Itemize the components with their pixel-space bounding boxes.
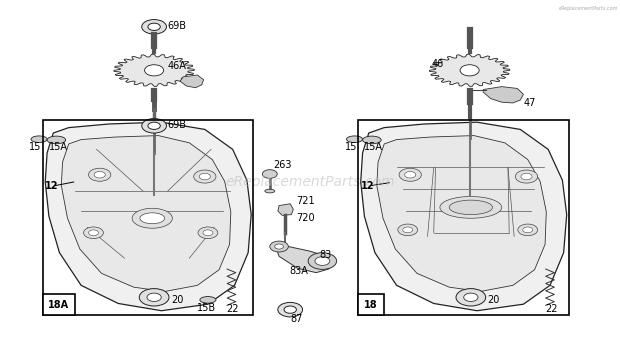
Circle shape xyxy=(94,171,105,178)
Text: 46A: 46A xyxy=(168,61,187,71)
Ellipse shape xyxy=(347,136,363,143)
Ellipse shape xyxy=(363,136,381,144)
Text: 20: 20 xyxy=(487,295,500,305)
Text: 12: 12 xyxy=(45,181,58,191)
Circle shape xyxy=(262,170,277,178)
Text: 721: 721 xyxy=(296,196,315,206)
Circle shape xyxy=(521,173,532,180)
Circle shape xyxy=(308,253,337,269)
Text: 87: 87 xyxy=(290,314,303,324)
Text: 69B: 69B xyxy=(168,120,187,130)
Text: 12: 12 xyxy=(361,181,374,191)
Text: 83: 83 xyxy=(319,250,332,260)
Polygon shape xyxy=(361,122,567,311)
Text: 720: 720 xyxy=(296,213,315,223)
Ellipse shape xyxy=(140,213,165,224)
Circle shape xyxy=(515,170,538,183)
Circle shape xyxy=(275,244,283,249)
Circle shape xyxy=(89,230,99,236)
Text: 18A: 18A xyxy=(48,300,69,309)
Circle shape xyxy=(148,122,161,130)
Bar xyxy=(358,120,569,315)
Polygon shape xyxy=(275,244,335,273)
Circle shape xyxy=(147,293,161,301)
Circle shape xyxy=(193,170,216,183)
Text: 47: 47 xyxy=(523,98,536,108)
Text: 18: 18 xyxy=(365,300,378,309)
Circle shape xyxy=(140,289,169,306)
Text: 46: 46 xyxy=(432,59,444,69)
Text: eReplacementParts.com: eReplacementParts.com xyxy=(559,6,618,11)
Polygon shape xyxy=(45,122,251,311)
Circle shape xyxy=(405,171,416,178)
Circle shape xyxy=(518,224,538,236)
Circle shape xyxy=(142,119,167,133)
Circle shape xyxy=(199,173,210,180)
Polygon shape xyxy=(483,87,523,103)
Circle shape xyxy=(523,227,533,233)
Circle shape xyxy=(148,23,161,31)
Text: 15: 15 xyxy=(345,142,357,152)
Circle shape xyxy=(144,65,164,76)
Ellipse shape xyxy=(449,200,492,215)
Text: 15A: 15A xyxy=(49,142,68,152)
Text: 15B: 15B xyxy=(197,303,216,313)
Text: 83A: 83A xyxy=(290,266,309,276)
Circle shape xyxy=(84,227,104,238)
Ellipse shape xyxy=(265,189,275,193)
Bar xyxy=(43,120,253,315)
Circle shape xyxy=(315,257,330,265)
Text: 22: 22 xyxy=(226,304,239,314)
Ellipse shape xyxy=(440,197,502,218)
Ellipse shape xyxy=(132,208,172,228)
Text: 20: 20 xyxy=(171,295,183,305)
Polygon shape xyxy=(278,204,293,215)
Text: 69B: 69B xyxy=(168,21,187,31)
Text: 263: 263 xyxy=(273,159,291,170)
Circle shape xyxy=(403,227,413,233)
Circle shape xyxy=(398,224,418,236)
Polygon shape xyxy=(61,135,231,292)
Circle shape xyxy=(278,302,303,317)
Ellipse shape xyxy=(31,136,47,143)
Circle shape xyxy=(203,230,213,236)
Circle shape xyxy=(142,20,167,34)
Circle shape xyxy=(456,289,485,306)
Circle shape xyxy=(464,293,478,301)
Ellipse shape xyxy=(47,136,66,144)
Bar xyxy=(358,294,384,315)
Bar xyxy=(43,294,75,315)
Circle shape xyxy=(270,241,288,252)
Ellipse shape xyxy=(200,297,216,303)
Circle shape xyxy=(460,65,479,76)
Text: 22: 22 xyxy=(545,304,557,314)
Polygon shape xyxy=(377,135,546,292)
Text: 15A: 15A xyxy=(364,142,383,152)
Circle shape xyxy=(198,227,218,238)
Polygon shape xyxy=(180,75,203,88)
Polygon shape xyxy=(430,54,510,86)
Text: eReplacementParts.com: eReplacementParts.com xyxy=(225,175,395,189)
Text: 15: 15 xyxy=(29,142,42,152)
Circle shape xyxy=(399,168,422,181)
Polygon shape xyxy=(114,54,194,86)
Circle shape xyxy=(89,168,111,181)
Circle shape xyxy=(284,306,296,313)
